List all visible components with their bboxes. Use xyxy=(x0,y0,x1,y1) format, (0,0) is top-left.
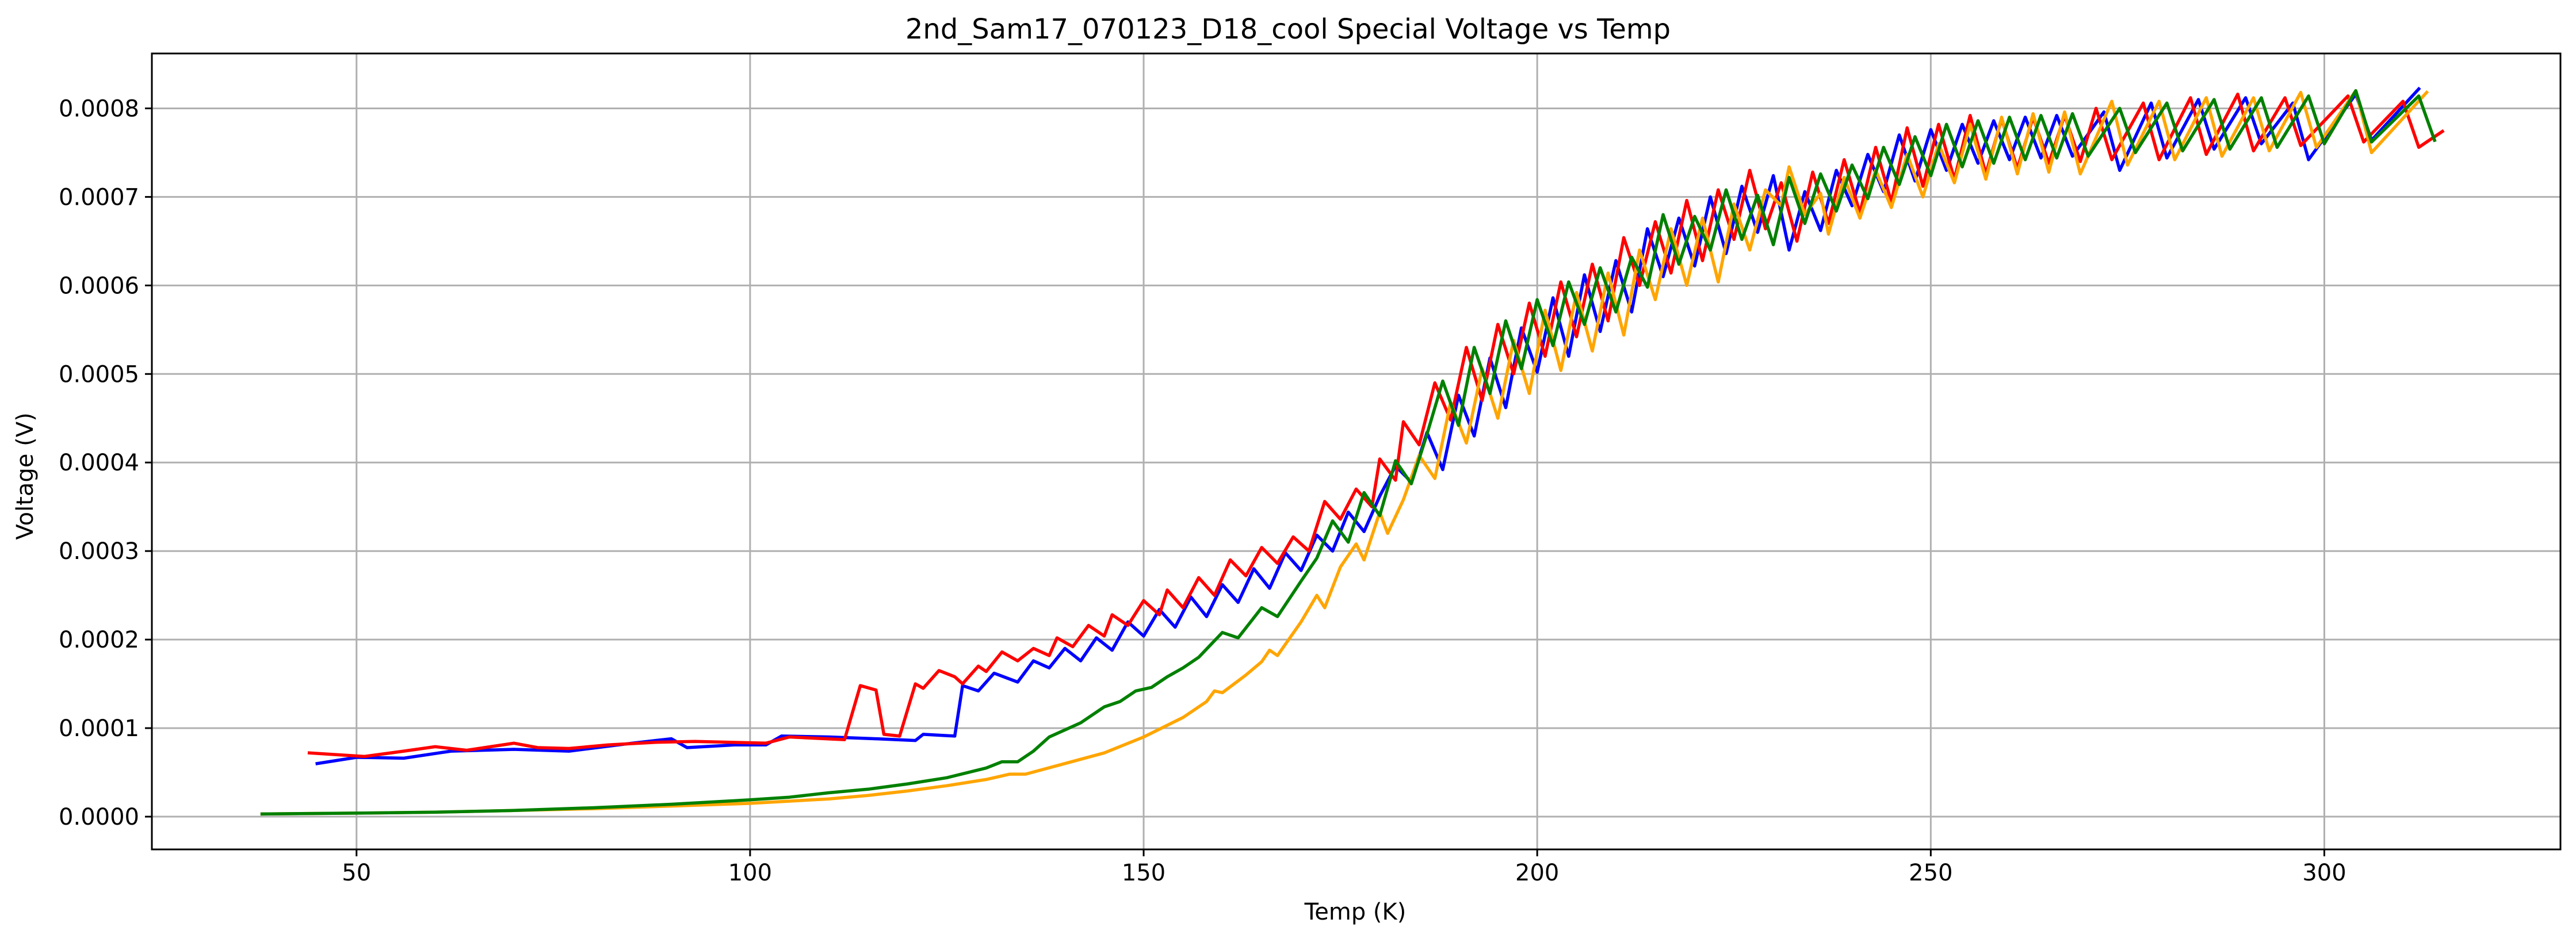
plot-frame xyxy=(151,52,2562,851)
y-tick-label: 0.0000 xyxy=(59,804,139,830)
x-tick-label: 250 xyxy=(1909,860,1952,886)
y-tick-label: 0.0004 xyxy=(59,450,139,476)
plot-area xyxy=(152,53,2560,849)
series-layer xyxy=(260,86,2445,816)
x-tick-label: 100 xyxy=(728,860,772,886)
x-tick-label: 200 xyxy=(1515,860,1559,886)
y-tick-label: 0.0001 xyxy=(59,715,139,742)
x-tick-label: 150 xyxy=(1122,860,1165,886)
y-tick-label: 0.0002 xyxy=(59,627,139,653)
y-tick-label: 0.0003 xyxy=(59,538,139,565)
y-tick-label: 0.0007 xyxy=(59,184,139,210)
y-tick-label: 0.0006 xyxy=(59,273,139,299)
y-axis-title: Voltage (V) xyxy=(12,412,39,539)
series-line-4 xyxy=(260,89,2437,816)
series-line-3 xyxy=(260,89,2429,816)
y-tick-label: 0.0005 xyxy=(59,361,139,388)
x-tick-label: 50 xyxy=(342,860,371,886)
x-tick-label: 300 xyxy=(2302,860,2346,886)
x-axis: 50 100 150 200 250 300 xyxy=(342,849,2346,886)
y-tick-label: 0.0008 xyxy=(59,95,139,122)
grid xyxy=(152,53,2560,849)
x-axis-title: Temp (K) xyxy=(1304,899,1407,925)
y-axis: 0.0000 0.0001 0.0002 0.0003 0.0004 0.0005 0.00… xyxy=(59,95,152,830)
chart-title: 2nd_Sam17_070123_D18_cool Special Voltag… xyxy=(905,13,1671,45)
